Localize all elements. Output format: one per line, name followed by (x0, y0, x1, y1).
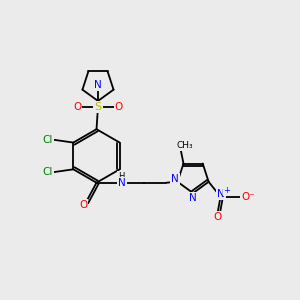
Text: CH₃: CH₃ (177, 141, 193, 150)
Text: Cl: Cl (42, 167, 52, 177)
Text: N: N (94, 80, 102, 90)
Text: O: O (73, 102, 81, 112)
Text: O⁻: O⁻ (241, 192, 255, 202)
Text: S: S (94, 102, 101, 112)
Text: N: N (189, 194, 197, 203)
Text: O: O (79, 200, 87, 210)
Text: +: + (224, 186, 230, 195)
Text: N: N (217, 189, 224, 199)
Text: H: H (118, 172, 125, 181)
Text: Cl: Cl (42, 135, 52, 145)
Text: O: O (213, 212, 222, 222)
Text: N: N (118, 178, 126, 188)
Text: N: N (171, 174, 178, 184)
Text: O: O (115, 102, 123, 112)
